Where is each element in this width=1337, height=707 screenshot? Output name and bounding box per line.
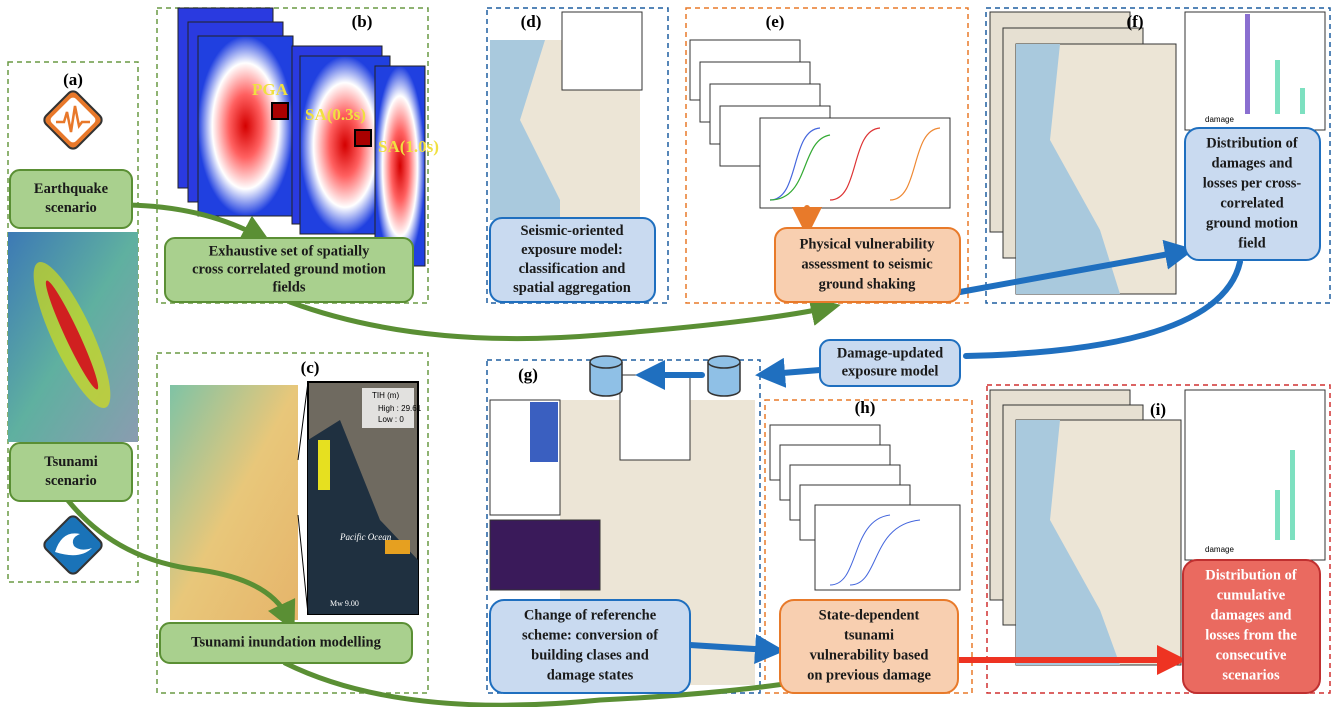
box-text: scenario bbox=[45, 473, 97, 489]
box-text: tsunami bbox=[844, 627, 894, 643]
box-text: damages and bbox=[1211, 607, 1292, 623]
box-text: Distribution of bbox=[1206, 135, 1298, 151]
map-label: SA(1.0s) bbox=[378, 137, 439, 156]
box-text: building clases and bbox=[531, 647, 649, 663]
panel-label: (i) bbox=[1150, 400, 1166, 419]
vulnerability-curves bbox=[829, 514, 921, 586]
sea bbox=[490, 40, 560, 220]
fragility-curves bbox=[769, 127, 941, 201]
box-text: Exhaustive set of spatially bbox=[209, 243, 370, 259]
zoom-lines bbox=[297, 381, 309, 615]
box-text: scenarios bbox=[1222, 667, 1280, 683]
boxes bbox=[9, 127, 1321, 694]
inundation-zone bbox=[385, 540, 410, 554]
box-text: ground shaking bbox=[819, 276, 917, 292]
box-text: scheme: conversion of bbox=[522, 627, 658, 643]
database-icons bbox=[589, 355, 741, 397]
panel-label: (d) bbox=[521, 12, 542, 31]
inundation-zone bbox=[318, 440, 330, 490]
box-text: ground motion bbox=[1206, 215, 1298, 231]
legend-high: High : 29.61 bbox=[378, 404, 422, 413]
box-text: losses from the bbox=[1205, 627, 1297, 643]
box-text: cumulative bbox=[1217, 587, 1286, 603]
earthquake-icon bbox=[43, 90, 103, 150]
rupture-core bbox=[45, 280, 99, 390]
box-text: consecutive bbox=[1216, 647, 1287, 663]
box-text: Change of referenche bbox=[524, 607, 657, 623]
box-text: scenario bbox=[45, 200, 97, 216]
box-text: Distribution of bbox=[1205, 567, 1297, 583]
box-text: spatial aggregation bbox=[513, 280, 631, 296]
box-text: vulnerability based bbox=[810, 647, 929, 663]
box-text: correlated bbox=[1220, 195, 1283, 211]
histogram-inset bbox=[561, 11, 643, 91]
hazard-maps bbox=[177, 7, 426, 267]
box-text: losses per cross- bbox=[1203, 175, 1302, 191]
box-text: Earthquake bbox=[34, 181, 109, 197]
box-text: Damage-updated bbox=[837, 345, 943, 361]
ocean-label: Pacific Ocean bbox=[339, 532, 392, 542]
magnitude-label: Mw 9.00 bbox=[330, 599, 359, 608]
matrix-cells bbox=[530, 402, 558, 462]
panel-label: (h) bbox=[855, 398, 876, 417]
panel-label: (c) bbox=[301, 358, 320, 377]
box-text: exposure model: bbox=[521, 242, 623, 258]
panel-label: (a) bbox=[63, 70, 83, 89]
tsunami-icon bbox=[43, 515, 103, 575]
damage-maps-f bbox=[989, 11, 1326, 295]
panel-label: (f) bbox=[1127, 12, 1144, 31]
histogram-inset-g bbox=[619, 374, 691, 461]
axis-label: damage bbox=[1205, 545, 1234, 554]
axis-label: damage bbox=[1205, 115, 1234, 124]
box-text: exposure model bbox=[842, 363, 939, 379]
box-text: on previous damage bbox=[807, 667, 931, 683]
fragility-sheets bbox=[689, 39, 951, 209]
box-text: assessment to seismic bbox=[801, 256, 933, 272]
box-text: classification and bbox=[519, 261, 626, 277]
box-text: damages and bbox=[1212, 155, 1293, 171]
box-text: Tsunami bbox=[44, 454, 97, 470]
damage-matrices bbox=[489, 519, 601, 591]
map-label: PGA bbox=[252, 80, 289, 99]
ocean bbox=[308, 420, 418, 614]
map-legend bbox=[362, 388, 414, 428]
panel-label: (g) bbox=[518, 365, 538, 384]
legend-title: TIH (m) bbox=[372, 391, 399, 400]
tsunami-map bbox=[170, 385, 298, 620]
box-text: Tsunami inundation modelling bbox=[191, 634, 381, 650]
box-text: Physical vulnerability bbox=[800, 236, 936, 252]
box-text: cross correlated ground motion bbox=[192, 261, 386, 277]
box-text: fields bbox=[272, 279, 305, 295]
panel-label: (b) bbox=[352, 12, 373, 31]
box-text: State-dependent bbox=[819, 607, 920, 623]
map-label: SA(0.3s) bbox=[305, 105, 366, 124]
box-text: field bbox=[1238, 235, 1265, 251]
box-text: Seismic-oriented bbox=[520, 223, 623, 239]
legend-low: Low : 0 bbox=[378, 415, 404, 424]
damage-maps-i bbox=[989, 389, 1326, 666]
box-text: damage states bbox=[547, 667, 634, 683]
panel-label: (e) bbox=[766, 12, 785, 31]
vulnerability-sheets bbox=[769, 424, 961, 591]
